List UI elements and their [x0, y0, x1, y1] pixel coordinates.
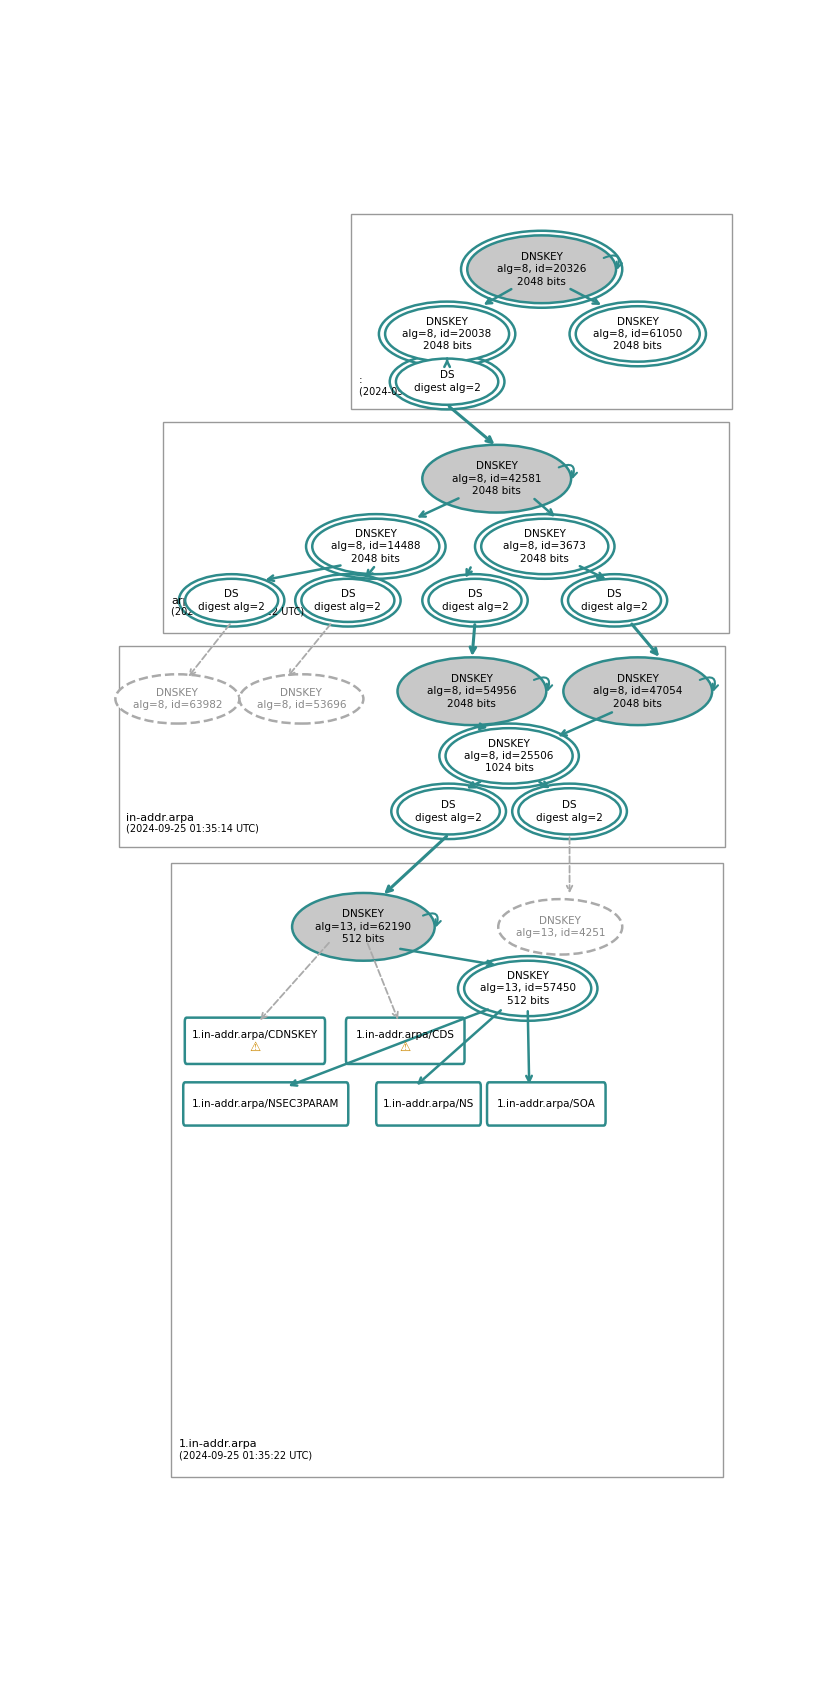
Ellipse shape	[302, 579, 395, 623]
Text: DNSKEY
alg=8, id=3673
2048 bits: DNSKEY alg=8, id=3673 2048 bits	[503, 530, 586, 563]
Text: DNSKEY
alg=13, id=4251: DNSKEY alg=13, id=4251	[516, 915, 605, 937]
Text: DNSKEY
alg=8, id=42581
2048 bits: DNSKEY alg=8, id=42581 2048 bits	[452, 462, 541, 496]
FancyBboxPatch shape	[377, 1083, 480, 1125]
Text: DS
digest alg=2: DS digest alg=2	[199, 589, 265, 611]
Ellipse shape	[481, 519, 608, 574]
Text: DS
digest alg=2: DS digest alg=2	[315, 589, 382, 611]
Ellipse shape	[185, 579, 279, 623]
Text: 1.in-addr.arpa/CDNSKEY: 1.in-addr.arpa/CDNSKEY	[192, 1030, 318, 1041]
FancyBboxPatch shape	[346, 1017, 465, 1064]
Text: DS
digest alg=2: DS digest alg=2	[536, 800, 603, 822]
Text: .: .	[358, 371, 363, 381]
Text: DNSKEY
alg=13, id=62190
512 bits: DNSKEY alg=13, id=62190 512 bits	[316, 909, 411, 944]
Ellipse shape	[428, 579, 522, 623]
Text: in-addr.arpa: in-addr.arpa	[126, 812, 194, 822]
Text: (2024-09-25 01:35:14 UTC): (2024-09-25 01:35:14 UTC)	[126, 824, 259, 834]
Text: (2024-09-24 22:13:22 UTC): (2024-09-24 22:13:22 UTC)	[171, 607, 304, 618]
Text: DNSKEY
alg=8, id=20038
2048 bits: DNSKEY alg=8, id=20038 2048 bits	[402, 316, 492, 352]
Text: DS
digest alg=2: DS digest alg=2	[581, 589, 648, 611]
Text: DNSKEY
alg=8, id=53696: DNSKEY alg=8, id=53696	[256, 687, 346, 711]
Ellipse shape	[292, 893, 435, 961]
Text: (2024-09-25 01:35:22 UTC): (2024-09-25 01:35:22 UTC)	[179, 1450, 312, 1460]
Text: DNSKEY
alg=8, id=25506
1024 bits: DNSKEY alg=8, id=25506 1024 bits	[465, 738, 554, 773]
Ellipse shape	[568, 579, 661, 623]
Text: arpa: arpa	[171, 596, 197, 606]
Bar	[351, 213, 733, 409]
Ellipse shape	[397, 788, 500, 834]
FancyBboxPatch shape	[487, 1083, 606, 1125]
Text: DNSKEY
alg=8, id=20326
2048 bits: DNSKEY alg=8, id=20326 2048 bits	[497, 252, 587, 286]
Text: .: .	[358, 376, 363, 386]
Text: 1.in-addr.arpa: 1.in-addr.arpa	[179, 1440, 258, 1450]
Ellipse shape	[397, 656, 546, 726]
Ellipse shape	[464, 961, 592, 1017]
Text: DNSKEY
alg=8, id=63982: DNSKEY alg=8, id=63982	[133, 687, 222, 711]
Text: 1.in-addr.arpa/CDS: 1.in-addr.arpa/CDS	[356, 1030, 455, 1041]
Bar	[163, 423, 729, 633]
Ellipse shape	[518, 788, 620, 834]
Text: DNSKEY
alg=8, id=61050
2048 bits: DNSKEY alg=8, id=61050 2048 bits	[593, 316, 682, 352]
Text: DS
digest alg=2: DS digest alg=2	[414, 371, 480, 393]
Bar	[171, 863, 723, 1477]
Ellipse shape	[240, 675, 363, 724]
Bar	[119, 646, 724, 846]
Text: 1.in-addr.arpa/SOA: 1.in-addr.arpa/SOA	[497, 1098, 596, 1108]
Text: DNSKEY
alg=8, id=47054
2048 bits: DNSKEY alg=8, id=47054 2048 bits	[593, 673, 682, 709]
Ellipse shape	[115, 675, 240, 724]
Ellipse shape	[564, 656, 712, 726]
Ellipse shape	[396, 359, 499, 404]
Ellipse shape	[446, 728, 573, 783]
Ellipse shape	[385, 306, 509, 362]
Text: DS
digest alg=2: DS digest alg=2	[442, 589, 508, 611]
Text: DS
digest alg=2: DS digest alg=2	[415, 800, 482, 822]
FancyBboxPatch shape	[185, 1017, 325, 1064]
Ellipse shape	[467, 235, 616, 303]
Text: DNSKEY
alg=8, id=14488
2048 bits: DNSKEY alg=8, id=14488 2048 bits	[331, 530, 420, 563]
Text: ⚠: ⚠	[400, 1041, 411, 1054]
Text: (2024-09-24  9:46:29 UTC): (2024-09-24 9:46:29 UTC)	[358, 386, 489, 396]
Ellipse shape	[576, 306, 700, 362]
Text: 1.in-addr.arpa/NSEC3PARAM: 1.in-addr.arpa/NSEC3PARAM	[192, 1098, 339, 1108]
FancyBboxPatch shape	[183, 1083, 349, 1125]
Text: ⚠: ⚠	[250, 1041, 260, 1054]
Text: DNSKEY
alg=8, id=54956
2048 bits: DNSKEY alg=8, id=54956 2048 bits	[427, 673, 517, 709]
Text: DNSKEY
alg=13, id=57450
512 bits: DNSKEY alg=13, id=57450 512 bits	[480, 971, 576, 1005]
Ellipse shape	[312, 519, 439, 574]
Text: 1.in-addr.arpa/NS: 1.in-addr.arpa/NS	[383, 1098, 474, 1108]
Ellipse shape	[422, 445, 571, 513]
Ellipse shape	[499, 898, 622, 954]
